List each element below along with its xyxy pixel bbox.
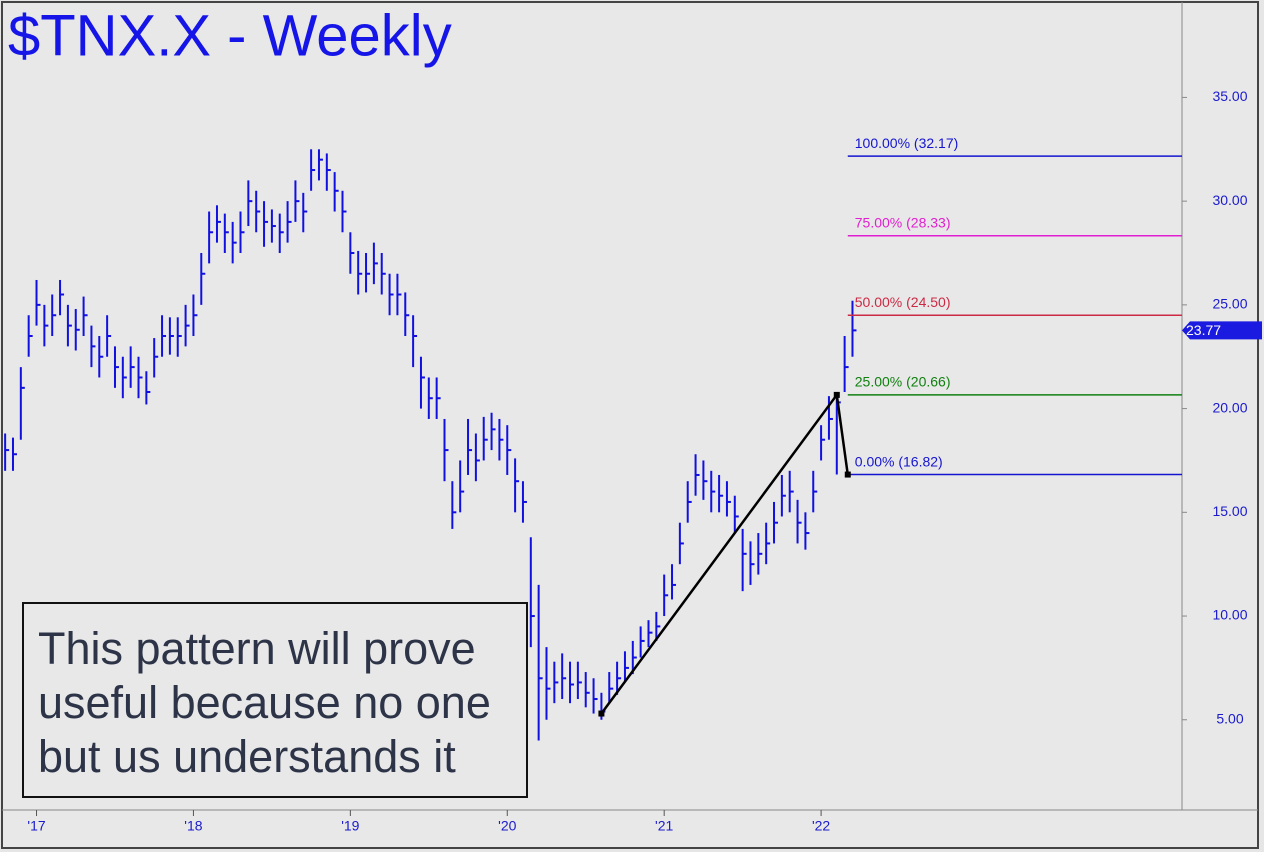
x-tick-label: '19 [341, 818, 359, 834]
level-label: 0.00% (16.82) [855, 453, 943, 469]
y-tick-label: 5.00 [1216, 710, 1243, 726]
level-label: 100.00% (32.17) [855, 135, 959, 151]
x-tick-label: '22 [812, 818, 830, 834]
x-tick-label: '18 [184, 818, 202, 834]
annotation: This pattern will prove useful because n… [22, 602, 528, 798]
swing-point [833, 391, 840, 398]
swing-point [598, 710, 605, 717]
x-tick-label: '20 [498, 818, 516, 834]
level-label: 50.00% (24.50) [855, 294, 951, 310]
swing-point [844, 471, 851, 478]
last-price-tag [1182, 321, 1262, 340]
y-tick-label: 20.00 [1212, 399, 1247, 415]
y-tick-label: 15.00 [1212, 503, 1247, 519]
y-tick-label: 25.00 [1212, 296, 1247, 312]
last-price-label: 23.77 [1186, 322, 1221, 338]
x-tick-label: '17 [27, 818, 45, 834]
level-label: 25.00% (20.66) [855, 374, 951, 390]
chart-title: $TNX.X - Weekly [8, 3, 452, 68]
y-tick-label: 10.00 [1212, 607, 1247, 623]
y-tick-label: 35.00 [1212, 88, 1247, 104]
x-tick-label: '21 [655, 818, 673, 834]
level-label: 75.00% (28.33) [855, 214, 951, 230]
y-tick-label: 30.00 [1212, 192, 1247, 208]
